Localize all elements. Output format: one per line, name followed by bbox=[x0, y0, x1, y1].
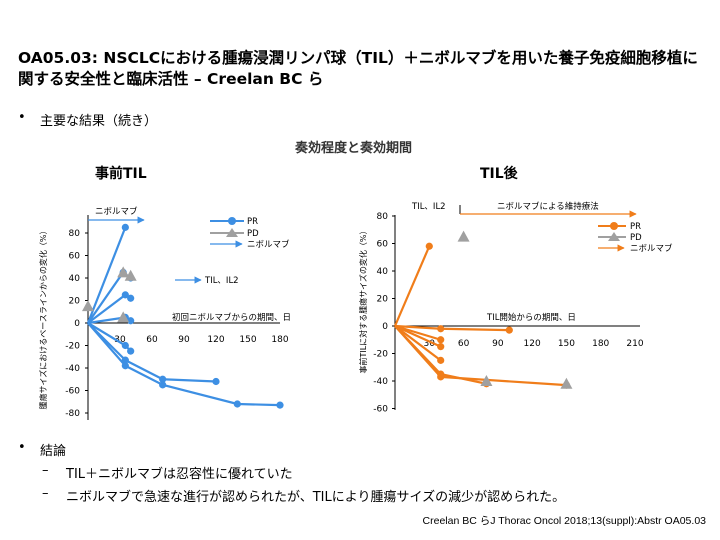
pd-marker bbox=[560, 377, 573, 389]
right-y-label: 事前TILに対する腫瘍サイズの変化（%） bbox=[358, 226, 368, 373]
y-tick-label: -20 bbox=[65, 342, 80, 352]
y-tick-label: 40 bbox=[69, 274, 81, 284]
dash-symbol: – bbox=[42, 486, 49, 501]
citation: Creelan BC らJ Thorac Oncol 2018;13(suppl… bbox=[422, 515, 706, 527]
x-tick-label: 90 bbox=[492, 339, 504, 349]
x-tick-label: 180 bbox=[271, 335, 288, 345]
right-legend-pd: PD bbox=[630, 233, 642, 243]
x-tick-label: 30 bbox=[114, 335, 126, 345]
dash-symbol: – bbox=[42, 463, 49, 478]
y-tick-label: -60 bbox=[373, 405, 388, 415]
series-line-patient-3 bbox=[394, 324, 442, 348]
data-point bbox=[127, 294, 135, 302]
y-tick-label: 40 bbox=[377, 267, 389, 277]
data-point bbox=[233, 400, 241, 408]
post-til-chart: TIL、IL2 ニボルマブによる維持療法 事前TILに対する腫瘍サイズの変化（%… bbox=[358, 201, 673, 415]
pre-til-chart: ニボルマブ 腫瘍サイズにおけるベースラインからの変化（%） 初回ニボルマブからの… bbox=[38, 206, 291, 420]
y-tick-label: 20 bbox=[377, 295, 389, 305]
pd-marker bbox=[117, 311, 130, 323]
data-point bbox=[505, 326, 513, 334]
y-tick-label: -60 bbox=[65, 387, 80, 397]
bullet-symbol: • bbox=[18, 110, 26, 125]
series-line-patient-6 bbox=[87, 322, 217, 383]
data-point bbox=[425, 242, 433, 250]
series-line-patient-1 bbox=[86, 226, 127, 324]
x-tick-label: 180 bbox=[592, 339, 609, 349]
data-point bbox=[127, 317, 135, 325]
series-line-patient-1 bbox=[393, 245, 431, 327]
conclusion-heading: 結論 bbox=[40, 444, 67, 459]
y-tick-label: -40 bbox=[65, 364, 80, 374]
legend-pr-marker bbox=[228, 217, 236, 225]
x-tick-label: 120 bbox=[524, 339, 541, 349]
right-legend-pr: PR bbox=[630, 222, 641, 232]
legend-pd-marker bbox=[226, 228, 238, 237]
y-tick-label: 60 bbox=[69, 252, 81, 262]
x-tick-label: 30 bbox=[424, 339, 436, 349]
right-x-label: TIL開始からの期間、日 bbox=[486, 312, 576, 323]
post-til-heading: TIL後 bbox=[480, 166, 518, 182]
x-tick-label: 60 bbox=[146, 335, 158, 345]
left-x-label: 初回ニボルマブからの期間、日 bbox=[172, 312, 291, 323]
left-legend-pr: PR bbox=[247, 217, 258, 227]
x-tick-label: 120 bbox=[207, 335, 224, 345]
right-legend: PR PD ニボルマブ bbox=[598, 222, 673, 254]
y-tick-label: 80 bbox=[377, 212, 389, 222]
pd-marker bbox=[124, 269, 137, 281]
data-point bbox=[437, 356, 445, 364]
pd-marker bbox=[117, 266, 130, 278]
x-tick-label: 90 bbox=[178, 335, 190, 345]
data-point bbox=[159, 381, 167, 389]
pre-til-heading: 事前TIL bbox=[95, 166, 147, 182]
data-point bbox=[121, 223, 129, 231]
data-point bbox=[121, 356, 129, 364]
y-tick-label: 20 bbox=[69, 297, 81, 307]
data-point bbox=[121, 341, 129, 350]
y-tick-label: 80 bbox=[69, 229, 81, 239]
data-point bbox=[437, 325, 445, 333]
x-tick-label: 150 bbox=[558, 339, 575, 349]
data-point bbox=[437, 336, 445, 344]
pd-marker bbox=[480, 375, 493, 386]
x-tick-label: 60 bbox=[458, 339, 470, 349]
left-y-label: 腫瘍サイズにおけるベースラインからの変化（%） bbox=[38, 227, 48, 410]
y-tick-label: -80 bbox=[65, 409, 80, 419]
series-line-patient-7 bbox=[394, 324, 510, 332]
left-annotation: TIL、IL2 bbox=[204, 276, 239, 286]
right-legend-nivo: ニボルマブ bbox=[630, 243, 673, 254]
slide-title: OA05.03: NSCLCにおける腫瘍浸潤リンパ球（TIL）＋ニボルマブを用い… bbox=[18, 49, 698, 88]
bullet-symbol: • bbox=[18, 440, 26, 455]
section-title: 奏効程度と奏効期間 bbox=[295, 141, 413, 156]
y-tick-label: 0 bbox=[74, 319, 80, 329]
y-tick-label: 0 bbox=[382, 322, 388, 332]
left-legend-nivo: ニボルマブ bbox=[247, 239, 290, 250]
right-period-label-til: TIL、IL2 bbox=[411, 202, 446, 212]
data-point bbox=[276, 401, 284, 409]
legend-pr-marker bbox=[610, 222, 618, 230]
key-results-heading: 主要な結果（続き） bbox=[40, 114, 158, 129]
data-point bbox=[437, 343, 445, 351]
legend-pd-marker bbox=[608, 232, 620, 241]
y-tick-label: 60 bbox=[377, 240, 389, 250]
y-tick-label: -40 bbox=[373, 377, 388, 387]
data-point bbox=[212, 377, 220, 386]
conclusion-item: TIL＋ニボルマブは忍容性に優れていた bbox=[66, 467, 293, 482]
y-tick-label: -20 bbox=[373, 350, 388, 360]
right-period-label-nivo: ニボルマブによる維持療法 bbox=[497, 201, 599, 212]
pd-marker bbox=[457, 230, 470, 242]
data-point bbox=[127, 347, 135, 355]
left-legend-pd: PD bbox=[247, 229, 259, 239]
left-legend: PR PD ニボルマブ bbox=[210, 217, 290, 250]
data-point bbox=[159, 375, 167, 383]
x-tick-label: 210 bbox=[626, 339, 643, 349]
data-point bbox=[121, 291, 129, 299]
left-period-label: ニボルマブ bbox=[95, 206, 138, 217]
pd-marker bbox=[82, 300, 94, 312]
series-line-patient-4 bbox=[394, 325, 442, 362]
x-tick-label: 150 bbox=[239, 335, 256, 345]
data-point bbox=[437, 373, 445, 381]
conclusion-item: ニボルマブで急速な進行が認められたが、TILにより腫瘍サイズの減少が認められた。 bbox=[66, 490, 566, 505]
data-point bbox=[121, 362, 129, 370]
